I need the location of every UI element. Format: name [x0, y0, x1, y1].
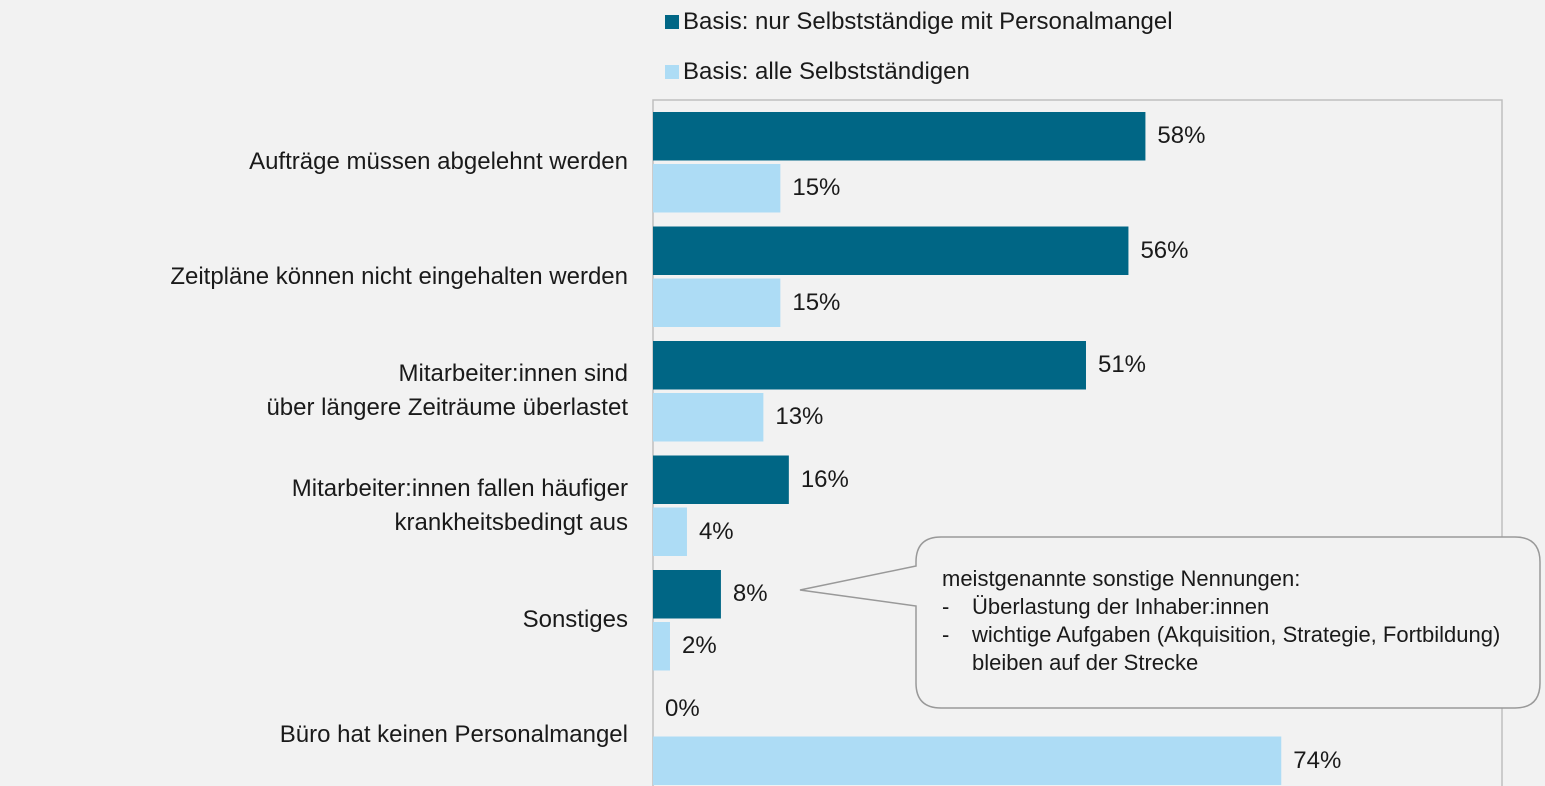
value-label: 15%	[792, 288, 841, 316]
bar	[653, 393, 764, 442]
value-label: 51%	[1097, 351, 1147, 379]
value-label: 58%	[1157, 122, 1206, 150]
legend-label: Basis: nur Selbstständige mit Personalma…	[683, 8, 1173, 35]
value-label: 13%	[775, 403, 824, 431]
bar	[653, 455, 789, 504]
bar	[653, 341, 1086, 390]
callout-item: Überlastung der Inhaber:innen	[942, 593, 1522, 621]
category-label: Aufträge müssen abgelehnt werden	[249, 148, 628, 176]
callout: meistgenannte sonstige Nennungen: Überla…	[942, 565, 1522, 677]
value-label: 4%	[698, 517, 734, 545]
bar	[653, 164, 781, 213]
callout-list: Überlastung der Inhaber:innen wichtige A…	[942, 593, 1522, 677]
category-label: Mitarbeiter:innen sind über längere Zeit…	[266, 360, 628, 422]
legend-swatch	[665, 65, 679, 79]
value-label: 16%	[800, 465, 849, 493]
bar	[653, 112, 1146, 161]
value-label: 8%	[732, 580, 768, 608]
category-label: Mitarbeiter:innen fallen häufiger krankh…	[291, 474, 628, 536]
value-label: 2%	[681, 632, 717, 660]
value-label: 74%	[1293, 746, 1342, 774]
value-label: 15%	[792, 174, 841, 202]
plot-frame	[652, 99, 1503, 786]
value-label: 56%	[1140, 236, 1189, 264]
category-label: Zeitpläne können nicht eingehalten werde…	[170, 262, 628, 290]
legend-swatch	[665, 15, 679, 29]
callout-title: meistgenannte sonstige Nennungen:	[942, 566, 1301, 591]
callout-item: wichtige Aufgaben (Akquisition, Strategi…	[942, 621, 1522, 677]
value-label: 0%	[665, 694, 700, 722]
bar	[653, 226, 1129, 275]
category-label: Büro hat keinen Personalmangel	[279, 720, 628, 748]
bar	[653, 736, 1282, 785]
bar	[653, 570, 721, 619]
category-label: Sonstiges	[522, 606, 628, 634]
bar	[653, 278, 781, 327]
legend-label: Basis: alle Selbstständigen	[683, 58, 970, 85]
bar	[653, 507, 687, 556]
bar	[653, 622, 670, 671]
